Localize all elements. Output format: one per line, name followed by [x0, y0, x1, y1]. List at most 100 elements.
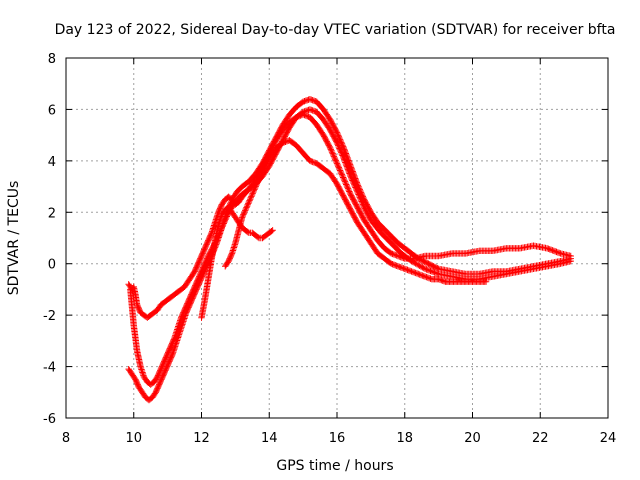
data-point	[425, 274, 433, 282]
data-point	[415, 270, 422, 278]
data-point	[251, 186, 258, 193]
data-point	[338, 150, 346, 158]
data-point	[309, 96, 316, 104]
data-point	[423, 266, 430, 273]
data-point	[333, 158, 340, 166]
x-tick-label: 14	[261, 431, 278, 446]
data-point	[333, 160, 341, 167]
data-point	[207, 230, 215, 238]
y-tick-label: 8	[48, 52, 56, 67]
data-point	[352, 185, 360, 193]
data-point	[309, 107, 316, 114]
data-point	[428, 268, 436, 275]
data-point	[567, 257, 574, 265]
data-point	[556, 249, 563, 257]
y-axis-label: SDTVAR / TECUs	[6, 181, 22, 296]
data-point	[299, 108, 307, 116]
data-point	[419, 264, 426, 271]
data-point	[249, 190, 256, 197]
data-point	[243, 203, 251, 210]
data-point	[332, 157, 339, 164]
data-point	[427, 275, 434, 282]
series-track-4	[198, 203, 276, 321]
data-point	[346, 189, 354, 197]
data-point	[341, 177, 348, 184]
data-point	[354, 188, 361, 195]
data-point	[425, 267, 433, 274]
data-point	[252, 183, 259, 190]
data-point	[228, 251, 235, 258]
data-point	[269, 227, 276, 234]
grid	[66, 58, 608, 418]
data-point	[440, 278, 448, 285]
data-point	[327, 146, 335, 153]
data-point	[242, 207, 249, 214]
data-point	[335, 164, 343, 171]
data-point	[334, 161, 341, 169]
y-axis-ticks: -6 -4 -2 0 2 4 6 8	[43, 52, 608, 427]
data-point	[339, 174, 347, 181]
data-point	[245, 198, 253, 206]
data-point	[327, 144, 334, 152]
data-point	[328, 147, 335, 155]
data-point	[253, 181, 260, 189]
data-point	[336, 136, 344, 143]
x-tick-label: 8	[62, 431, 70, 446]
data-point	[417, 271, 425, 279]
data-point	[550, 247, 557, 255]
data-point	[241, 208, 248, 216]
data-point	[342, 148, 349, 156]
data-point	[349, 178, 357, 186]
data-point	[358, 198, 365, 205]
data-point	[240, 211, 247, 218]
data-point	[340, 155, 347, 162]
data-point	[404, 266, 411, 274]
data-point	[420, 264, 427, 272]
data-point	[388, 260, 395, 267]
data-point	[335, 163, 342, 170]
data-point	[419, 272, 426, 279]
data-point	[342, 159, 349, 166]
data-point	[333, 138, 340, 145]
data-point	[343, 163, 351, 170]
data-point	[427, 267, 434, 275]
data-point	[351, 181, 358, 188]
data-point	[282, 138, 289, 146]
data-point	[390, 261, 398, 268]
data-point	[246, 197, 253, 204]
data-point	[343, 162, 350, 169]
data-point	[310, 97, 318, 104]
data-point	[417, 263, 425, 270]
data-point	[413, 261, 421, 268]
data-point	[338, 171, 346, 178]
data-point	[248, 191, 256, 199]
data-point	[342, 179, 349, 187]
x-tick-label: 18	[396, 431, 413, 446]
data-point	[424, 266, 431, 274]
data-point	[248, 193, 255, 200]
data-point	[346, 188, 353, 195]
data-point	[329, 150, 336, 157]
data-point	[423, 273, 430, 281]
data-point	[406, 267, 414, 275]
data-point	[223, 213, 230, 220]
data-point	[339, 153, 347, 161]
data-point	[357, 196, 365, 204]
data-point	[400, 265, 407, 272]
data-point	[328, 149, 336, 156]
data-point	[409, 258, 417, 266]
data-point	[303, 96, 311, 104]
data-point	[543, 245, 551, 252]
data-point	[244, 201, 251, 209]
chart-title: Day 123 of 2022, Sidereal Day-to-day VTE…	[55, 22, 616, 38]
data-point	[258, 169, 266, 176]
data-point	[349, 177, 356, 184]
data-point	[389, 250, 396, 258]
data-point	[256, 173, 264, 180]
data-point	[334, 130, 341, 138]
x-tick-label: 10	[125, 431, 142, 446]
data-point	[245, 200, 252, 207]
data-point	[353, 187, 360, 194]
y-tick-label: 2	[48, 206, 56, 221]
